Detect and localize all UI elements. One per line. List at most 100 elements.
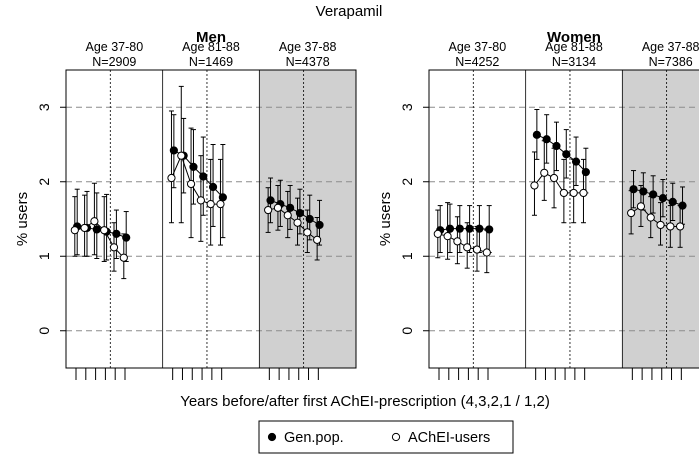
y-axis-label: % users (377, 192, 394, 246)
point-genpop (455, 224, 464, 233)
y-tick-label: 3 (399, 103, 415, 111)
series-acheiusers (433, 202, 491, 274)
point-genpop (295, 208, 305, 218)
legend: Gen.pop. AChEI-users (258, 420, 514, 454)
y-tick-label: 2 (36, 178, 52, 186)
point-genpop (465, 224, 474, 233)
point-acheiusers (646, 213, 655, 222)
group-1: Age 37-80N=2909 (70, 40, 143, 380)
point-genpop (305, 214, 314, 224)
chart-title: Verapamil (316, 3, 383, 20)
point-acheiusers (313, 235, 322, 244)
y-tick-label: 1 (399, 252, 415, 260)
point-acheiusers (549, 173, 559, 183)
point-acheiusers (119, 253, 128, 262)
point-acheiusers (196, 196, 205, 205)
point-acheiusers (264, 205, 273, 215)
point-genpop (445, 224, 455, 233)
group-age-label: Age 37-88 (279, 40, 337, 54)
series-acheiusers (70, 182, 128, 280)
point-acheiusers (443, 232, 452, 241)
group-3: Age 37-88N=4378 (264, 40, 337, 380)
point-acheiusers (530, 181, 539, 190)
point-acheiusers (472, 245, 482, 254)
panel-women: Women 0 1 2 3 % users Age 37-80N=4252 Age 81-88… (377, 29, 699, 380)
panel-title: Men (196, 29, 226, 46)
point-acheiusers (100, 226, 109, 235)
point-acheiusers (80, 223, 89, 233)
series-acheiusers (167, 85, 225, 246)
point-genpop (581, 167, 590, 177)
group-2: Age 81-88N=1469 (167, 40, 240, 380)
point-acheiusers (666, 222, 675, 231)
point-acheiusers (70, 226, 79, 235)
y-tick-label: 0 (36, 327, 52, 335)
series-acheiusers (264, 184, 322, 261)
group-n-label: N=4252 (455, 55, 499, 69)
point-acheiusers (453, 237, 462, 246)
point-acheiusers (206, 200, 215, 209)
y-tick-label: 1 (36, 252, 52, 260)
series-genpop (436, 203, 494, 254)
point-acheiusers (90, 217, 99, 226)
legend-label: AChEI-users (408, 430, 490, 446)
point-genpop (199, 172, 208, 181)
point-acheiusers (482, 248, 491, 257)
legend-label: Gen.pop. (284, 430, 344, 446)
series-genpop (266, 177, 324, 246)
point-genpop (485, 225, 494, 234)
point-acheiusers (540, 168, 549, 177)
point-acheiusers (433, 229, 442, 238)
y-axis-label: % users (14, 192, 31, 246)
group-1: Age 37-80N=4252 (433, 40, 506, 380)
point-genpop (639, 187, 648, 196)
legend-entry-acheiusers: AChEI-users (391, 430, 490, 446)
group-age-label: Age 81-88 (545, 40, 603, 54)
point-genpop (266, 196, 275, 205)
point-acheiusers (186, 179, 196, 189)
group-2: Age 81-88N=3134 (530, 40, 603, 380)
group-n-label: N=3134 (552, 55, 596, 69)
group-n-label: N=2909 (92, 55, 136, 69)
series-acheiusers (530, 140, 588, 224)
plot-frame (428, 69, 699, 369)
group-n-label: N=7386 (649, 55, 693, 69)
y-tick-label: 0 (399, 327, 415, 335)
legend-entry-genpop: Gen.pop. (267, 430, 344, 446)
y-tick-label: 2 (399, 178, 415, 186)
group-age-label: Age 37-88 (642, 40, 699, 54)
point-acheiusers (273, 203, 283, 212)
point-genpop (315, 220, 324, 230)
point-genpop (562, 150, 571, 159)
point-acheiusers (177, 151, 186, 160)
series-acheiusers (627, 184, 685, 248)
series-genpop (532, 108, 590, 194)
point-genpop (208, 182, 218, 192)
legend-marker-open (391, 432, 401, 442)
plot-frame (65, 69, 357, 369)
point-genpop (668, 197, 677, 206)
point-acheiusers (656, 220, 665, 230)
panel-title: Women (547, 29, 601, 46)
point-genpop (112, 229, 121, 238)
point-acheiusers (283, 211, 292, 220)
point-acheiusers (216, 200, 225, 209)
x-axis-label: Years before/after first AChEI-prescript… (180, 393, 550, 410)
point-acheiusers (627, 208, 636, 218)
point-acheiusers (559, 188, 568, 198)
point-acheiusers (463, 243, 472, 252)
point-genpop (286, 203, 295, 212)
point-acheiusers (303, 228, 312, 237)
group-n-label: N=4378 (286, 55, 330, 69)
point-acheiusers (293, 218, 302, 227)
point-acheiusers (167, 173, 176, 183)
group-age-label: Age 81-88 (182, 40, 240, 54)
legend-box (258, 420, 514, 454)
point-acheiusers (569, 188, 578, 198)
y-tick-label: 3 (36, 103, 52, 111)
group-n-label: N=1469 (189, 55, 233, 69)
group-3: Age 37-88N=7386 (627, 40, 699, 380)
